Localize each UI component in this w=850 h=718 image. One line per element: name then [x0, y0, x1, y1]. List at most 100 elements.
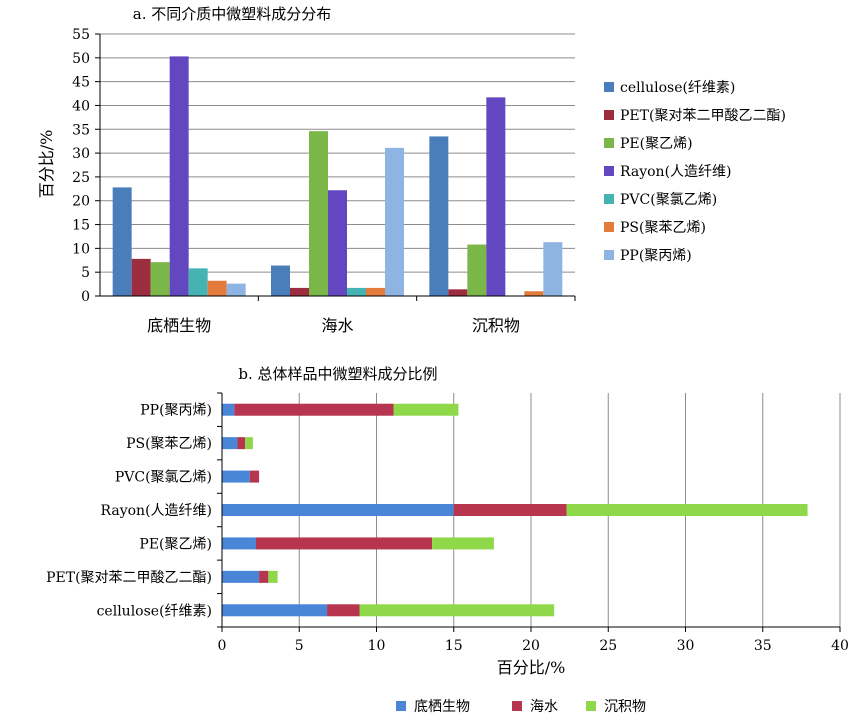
chart-a-legend-swatch	[604, 194, 614, 204]
chart-a-y-tick-label: 45	[72, 75, 90, 91]
chart-a-y-tick-label: 20	[72, 194, 90, 210]
chart-b-bar-segment	[222, 537, 256, 550]
chart-b-title: b. 总体样品中微塑料成分比例	[238, 365, 437, 383]
chart-b-x-axis-label: 百分比/%	[497, 658, 566, 677]
chart-a-legend: cellulose(纤维素) PET(聚对苯二甲酸乙二酯) PE(聚乙烯) Rayon…	[604, 80, 786, 264]
chart-a-bar	[150, 262, 170, 296]
chart-a-category-label: 底栖生物	[147, 316, 211, 335]
chart-b-x-ticks: 0 5 10 15 20 25 30 35 40	[218, 627, 849, 654]
chart-a: a. 不同介质中微塑料成分分布 百分比/% 0 5 10 15 20 25 30 35 40 45…	[37, 5, 786, 335]
chart-a-bar	[169, 56, 189, 296]
chart-a-legend-swatch	[604, 82, 614, 92]
chart-a-bar	[467, 244, 487, 296]
chart-a-bar	[309, 131, 328, 296]
chart-b-bar-segment	[327, 604, 360, 617]
chart-a-bar	[290, 287, 309, 296]
chart-a-bar	[448, 289, 468, 296]
chart-a-bar	[543, 242, 563, 296]
chart-a-bar	[112, 187, 132, 296]
chart-a-legend-label: PVC(聚氯乙烯)	[620, 192, 717, 208]
chart-b-category-label: PVC(聚氯乙烯)	[115, 470, 212, 486]
chart-a-y-tick-label: 55	[72, 27, 90, 43]
chart-b-bar-segment	[234, 403, 394, 416]
chart-a-y-tick-label: 30	[72, 146, 90, 162]
chart-a-legend-label: PE(聚乙烯)	[620, 136, 693, 152]
chart-b-bar-segment	[453, 504, 567, 516]
chart-b-x-tick-label: 35	[754, 638, 772, 654]
chart-a-y-tick-label: 5	[81, 265, 90, 281]
chart-a-bar	[188, 268, 208, 296]
chart-a-bar	[366, 287, 385, 296]
chart-a-title: a. 不同介质中微塑料成分分布	[133, 5, 331, 23]
chart-b-category-label: cellulose(纤维素)	[97, 603, 212, 619]
chart-a-legend-swatch	[604, 138, 614, 148]
chart-b-legend-swatch	[512, 701, 522, 711]
chart-b-x-tick-label: 15	[445, 638, 463, 654]
chart-b-bar-segment	[222, 604, 328, 617]
chart-b-legend: 底栖生物 海水 沉积物	[396, 699, 646, 715]
chart-a-bars	[112, 56, 563, 297]
chart-a-legend-label: PET(聚对苯二甲酸乙二酯)	[620, 107, 786, 124]
chart-b-legend-label: 底栖生物	[414, 699, 470, 715]
chart-a-bar	[328, 190, 347, 296]
chart-a-bar	[226, 283, 246, 296]
chart-b-x-tick-label: 0	[218, 638, 227, 654]
chart-b-category-label: PE(聚乙烯)	[139, 536, 212, 552]
chart-b-legend-swatch	[586, 701, 596, 711]
chart-a-axes	[99, 34, 576, 301]
chart-a-bar	[131, 258, 151, 296]
chart-a-legend-swatch	[604, 110, 614, 120]
chart-a-legend-swatch	[604, 222, 614, 232]
chart-a-bar	[524, 291, 544, 296]
chart-a-y-tick-label: 25	[72, 170, 90, 186]
chart-a-y-tick-label: 15	[72, 218, 90, 234]
chart-a-bar	[486, 97, 506, 297]
chart-b-bar-segment	[259, 570, 269, 583]
chart-a-y-tick-label: 35	[72, 122, 90, 138]
chart-b-legend-label: 海水	[530, 699, 558, 715]
chart-b-bar-segment	[255, 537, 433, 550]
chart-a-legend-label: PP(聚丙烯)	[620, 248, 692, 264]
chart-a-bar	[207, 280, 227, 296]
chart-b-category-label: PS(聚苯乙烯)	[126, 435, 212, 452]
chart-a-category-label: 沉积物	[472, 316, 520, 335]
chart-b-x-tick-label: 30	[677, 638, 695, 654]
chart-b-bar-segment	[237, 437, 246, 450]
chart-a-y-tick-label: 10	[72, 241, 90, 257]
chart-b-bar-segment	[393, 403, 459, 416]
chart-b-bar-segment	[359, 604, 555, 617]
chart-a-legend-label: cellulose(纤维素)	[620, 80, 735, 96]
chart-b-bar-segment	[222, 570, 260, 583]
chart-b-category-label: Rayon(人造纤维)	[101, 503, 213, 519]
chart-b-bar-segment	[249, 470, 260, 483]
chart-a-bar	[385, 147, 404, 296]
chart-b-legend-label: 沉积物	[604, 699, 646, 715]
chart-b-x-tick-label: 20	[522, 638, 540, 654]
chart-b-x-tick-label: 25	[599, 638, 617, 654]
chart-a-legend-label: Rayon(人造纤维)	[620, 164, 732, 180]
chart-a-legend-label: PS(聚苯乙烯)	[620, 219, 706, 236]
chart-b-bar-segment	[222, 437, 238, 450]
chart-b-x-tick-label: 10	[368, 638, 386, 654]
chart-a-category-label: 海水	[321, 316, 353, 335]
chart-a-y-ticks: 0 5 10 15 20 25 30 35 40 45 50 55	[72, 27, 100, 305]
chart-a-bar	[429, 136, 449, 296]
chart-a-bar	[347, 287, 366, 296]
chart-b-category-label: PET(聚对苯二甲酸乙二酯)	[46, 569, 212, 586]
chart-b: b. 总体样品中微塑料成分比例 PP(聚丙烯) PS(聚苯乙烯) PVC(聚氯乙烯)…	[46, 365, 849, 715]
chart-a-y-tick-label: 50	[72, 51, 90, 67]
chart-b-category-labels: PP(聚丙烯) PS(聚苯乙烯) PVC(聚氯乙烯) Rayon(人造纤维) PE(聚乙…	[46, 403, 212, 620]
chart-b-x-tick-label: 40	[831, 638, 849, 654]
chart-a-y-axis-label: 百分比/%	[37, 130, 56, 199]
chart-a-category-labels: 底栖生物 海水 沉积物	[147, 316, 520, 335]
chart-b-x-tick-label: 5	[295, 638, 304, 654]
chart-a-legend-swatch	[604, 250, 614, 260]
chart-a-y-tick-label: 0	[81, 289, 90, 305]
chart-b-bar-segment	[268, 570, 278, 583]
chart-b-category-label: PP(聚丙烯)	[140, 403, 212, 419]
chart-b-legend-swatch	[396, 701, 406, 711]
chart-b-bar-segment	[245, 437, 253, 450]
chart-b-bar-segment	[222, 403, 235, 416]
chart-a-legend-swatch	[604, 166, 614, 176]
